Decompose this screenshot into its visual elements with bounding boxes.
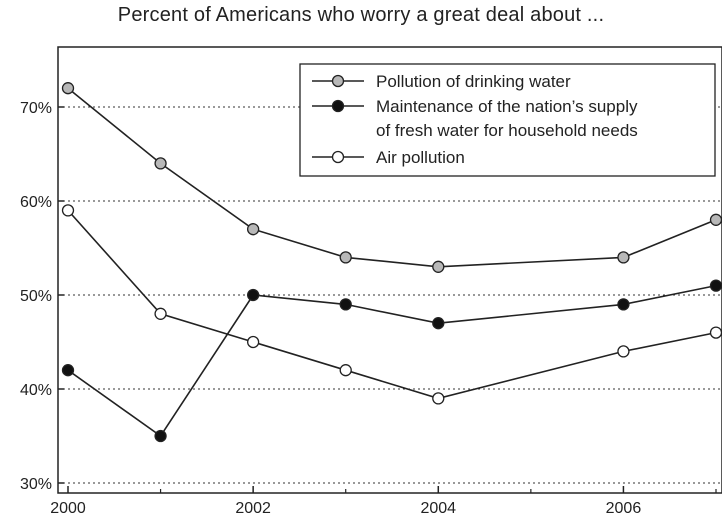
data-point	[154, 429, 167, 443]
legend-marker-3	[331, 150, 345, 164]
data-point	[154, 307, 167, 320]
y-tick-label: 30%	[20, 476, 52, 493]
legend: Pollution of drinking water Maintenance o…	[299, 63, 716, 177]
data-point	[339, 298, 352, 311]
data-point	[617, 251, 630, 264]
y-tick-label: 60%	[20, 194, 52, 211]
legend-box	[299, 63, 716, 177]
data-point	[432, 392, 445, 405]
data-point	[246, 288, 260, 302]
legend-marker-2	[331, 99, 345, 113]
legend-label-1: Pollution of drinking water	[376, 72, 571, 91]
grid-lines	[58, 106, 722, 484]
data-point	[432, 317, 445, 330]
plot-frame	[57, 46, 722, 494]
y-tick-label: 50%	[20, 288, 52, 305]
data-point	[339, 364, 352, 377]
data-point	[709, 213, 722, 226]
data-point	[617, 298, 630, 311]
data-point	[61, 204, 75, 217]
data-point	[339, 251, 352, 264]
legend-label-3: Air pollution	[376, 148, 465, 167]
data-point	[246, 335, 260, 349]
data-point	[432, 260, 445, 273]
legend-label-2: Maintenance of the nation’s supply	[376, 97, 638, 116]
legend-marker-1	[331, 74, 345, 88]
data-point	[246, 223, 260, 236]
data-point	[61, 82, 75, 95]
y-tick-label: 40%	[20, 382, 52, 399]
chart-title: Percent of Americans who worry a great d…	[117, 4, 605, 26]
axis-ticks: 30% 40% 50% 60% 70% 2000 2002 2004 2006	[20, 100, 717, 517]
data-point	[154, 157, 167, 170]
data-point	[709, 326, 722, 339]
data-point	[617, 345, 630, 358]
legend-label-2: of fresh water for household needs	[376, 121, 638, 140]
x-tick-label: 2006	[606, 500, 642, 517]
data-point	[709, 279, 722, 292]
x-tick-label: 2002	[235, 500, 271, 517]
series-lines	[61, 82, 722, 443]
y-tick-label: 70%	[20, 100, 52, 117]
data-point	[61, 364, 75, 377]
x-tick-label: 2004	[420, 500, 456, 517]
x-tick-label: 2000	[50, 500, 86, 517]
